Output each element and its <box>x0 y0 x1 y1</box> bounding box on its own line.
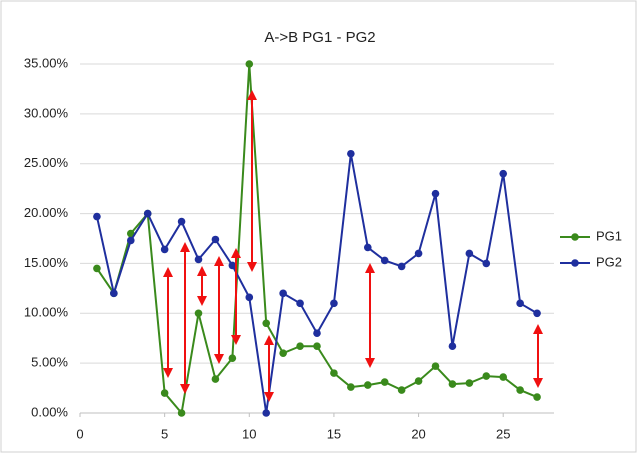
data-point <box>363 243 372 252</box>
data-point <box>177 409 186 417</box>
data-point <box>279 289 287 298</box>
data-point <box>397 262 406 271</box>
data-point <box>313 342 321 350</box>
data-point <box>110 289 118 298</box>
data-point <box>245 60 254 68</box>
data-point <box>431 189 440 198</box>
data-point <box>296 342 304 350</box>
y-tick-label: 5.00% <box>31 355 68 370</box>
data-point <box>262 409 271 417</box>
data-point <box>347 383 355 391</box>
data-point <box>465 249 474 258</box>
x-tick-label: 20 <box>411 426 425 441</box>
data-point <box>482 259 491 268</box>
data-point <box>160 389 169 397</box>
legend-label: PG1 <box>596 228 622 243</box>
annotation-arrows <box>163 90 543 402</box>
x-tick-label: 10 <box>242 426 256 441</box>
data-point <box>93 264 101 273</box>
data-point <box>431 362 440 370</box>
data-point <box>194 255 203 264</box>
data-point <box>516 386 524 394</box>
data-point <box>177 217 186 226</box>
data-point <box>363 381 372 389</box>
y-tick-label: 10.00% <box>24 305 69 320</box>
y-tick-label: 0.00% <box>31 404 68 419</box>
data-point <box>126 236 135 245</box>
plot-area: 0.00% 5.00% 10.00% 15.00% 20.00% 25.00% 30.00%… <box>24 55 622 441</box>
data-point <box>296 299 304 308</box>
data-point <box>448 342 457 350</box>
data-point <box>533 393 541 401</box>
y-tick-label: 30.00% <box>24 105 69 120</box>
x-tick-label: 25 <box>496 426 510 441</box>
data-point <box>448 380 457 388</box>
data-point <box>93 212 101 221</box>
data-point <box>347 149 355 158</box>
data-point <box>313 329 321 338</box>
y-tick-label: 25.00% <box>24 155 69 170</box>
data-point <box>143 209 152 218</box>
data-point <box>499 373 508 381</box>
data-point <box>414 377 423 385</box>
data-point <box>516 299 524 308</box>
data-point <box>380 256 389 265</box>
data-point <box>211 375 220 383</box>
x-tick-label: 15 <box>327 426 341 441</box>
data-point <box>330 299 338 308</box>
y-tick-label: 20.00% <box>24 205 69 220</box>
data-point <box>211 235 220 244</box>
data-point <box>465 379 474 387</box>
data-point <box>499 169 508 178</box>
y-tick-label: 15.00% <box>24 255 69 270</box>
data-point <box>245 293 254 302</box>
legend-marker <box>571 233 579 241</box>
chart-title: A->B PG1 - PG2 <box>264 29 375 46</box>
data-point <box>533 309 541 318</box>
data-point <box>397 386 406 394</box>
x-tick-label: 0 <box>76 426 83 441</box>
data-point <box>228 354 237 362</box>
data-point <box>330 369 338 377</box>
data-point <box>160 245 169 254</box>
data-point <box>126 229 135 238</box>
legend-marker <box>571 259 579 267</box>
data-point <box>279 349 287 357</box>
data-point <box>262 319 271 328</box>
data-point <box>482 372 491 380</box>
data-point <box>414 249 423 258</box>
x-tick-label: 5 <box>161 426 168 441</box>
data-point <box>380 378 389 386</box>
y-tick-label: 35.00% <box>24 55 69 70</box>
data-point <box>194 309 203 318</box>
legend-label: PG2 <box>596 254 622 269</box>
